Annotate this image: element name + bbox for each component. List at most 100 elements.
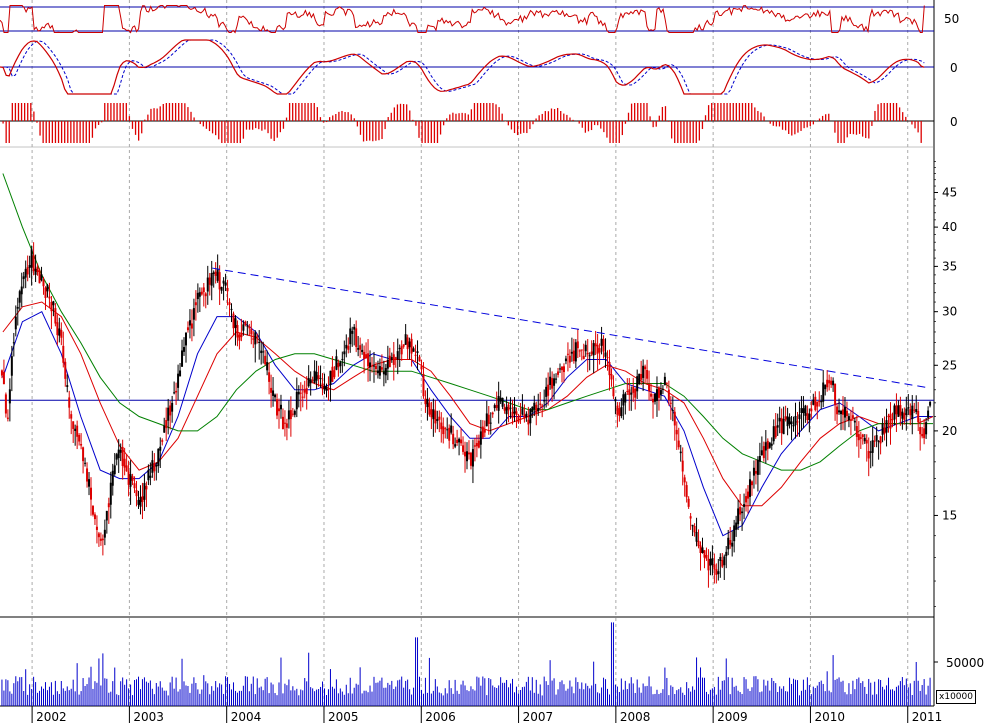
candle-body	[30, 249, 33, 268]
candle-body	[737, 508, 740, 525]
candle-body	[557, 371, 560, 375]
candle-body	[483, 429, 486, 433]
candle-body	[663, 376, 666, 385]
candle-body	[485, 413, 488, 427]
candle-body	[12, 342, 15, 344]
candle-body	[634, 388, 637, 398]
candle-body	[32, 255, 35, 272]
candle-body	[921, 433, 924, 437]
moving-average-line-3	[2, 173, 933, 471]
candle-body	[297, 391, 300, 395]
candle-body	[204, 293, 207, 297]
candle-body	[907, 407, 910, 409]
candle-body	[507, 404, 510, 411]
candle-body	[442, 426, 445, 435]
candle-body	[396, 351, 399, 360]
x-tick-label: 2002	[36, 710, 67, 723]
candle-body	[198, 292, 201, 297]
candle-body	[363, 351, 366, 360]
candle-body	[590, 351, 593, 355]
candle-body	[748, 479, 751, 497]
candle-body	[78, 434, 81, 442]
x-tick-label: 2011	[912, 710, 943, 723]
candle-body	[632, 386, 635, 393]
candle-body	[323, 385, 326, 390]
candle-body	[905, 408, 908, 416]
candle-body	[741, 511, 744, 514]
candle-body	[778, 417, 781, 422]
candle-body	[836, 406, 839, 415]
candle-body	[673, 411, 676, 426]
candle-body	[54, 308, 57, 324]
candle-body	[345, 344, 348, 349]
candle-body	[818, 400, 821, 402]
candle-body	[347, 345, 350, 350]
candle-body	[891, 419, 894, 421]
x-tick-label: 2005	[328, 710, 359, 723]
candle-body	[103, 529, 106, 538]
candle-body	[889, 413, 892, 429]
candle-body	[505, 406, 508, 415]
candle-body	[430, 409, 433, 418]
candle-body	[89, 487, 92, 500]
candle-body	[281, 416, 284, 430]
candle-body	[240, 332, 243, 338]
candle-body	[309, 379, 312, 384]
candle-body	[608, 362, 611, 376]
candle-body	[917, 410, 920, 423]
candle-body	[230, 308, 233, 310]
candle-body	[555, 378, 558, 380]
candle-body	[543, 400, 546, 402]
candle-body	[270, 387, 273, 393]
candle-body	[335, 356, 338, 370]
candle-body	[135, 490, 138, 497]
candle-body	[838, 410, 841, 413]
candle-body	[871, 440, 874, 453]
candle-body	[618, 408, 621, 416]
candle-body	[307, 377, 310, 387]
candle-body	[774, 426, 777, 438]
volume-tick-label: 50000	[946, 656, 984, 670]
candle-body	[885, 420, 888, 433]
candle-body	[521, 408, 524, 415]
candle-body	[800, 408, 803, 414]
candle-body	[499, 397, 502, 402]
candle-body	[747, 491, 750, 499]
candle-body	[386, 359, 389, 369]
osc1-line	[0, 4, 925, 34]
candle-body	[782, 418, 785, 435]
candle-body	[72, 421, 75, 429]
candle-body	[572, 350, 575, 361]
candle-body	[337, 362, 340, 368]
candle-body	[361, 349, 364, 353]
candle-body	[317, 375, 320, 379]
candle-body	[640, 374, 643, 380]
candle-body	[392, 354, 395, 365]
candle-body	[754, 471, 757, 474]
candle-body	[80, 443, 83, 446]
candle-body	[149, 475, 152, 478]
candle-body	[327, 388, 330, 390]
candle-body	[770, 443, 773, 446]
candle-body	[758, 455, 761, 462]
candle-body	[927, 410, 930, 418]
candle-body	[853, 420, 856, 423]
candle-body	[503, 407, 506, 411]
candle-body	[828, 380, 831, 384]
candle-body	[10, 356, 13, 376]
candle-body	[820, 401, 823, 403]
candle-body	[606, 357, 609, 359]
osc2-main-line	[0, 39, 925, 95]
candle-body	[517, 416, 520, 423]
candle-body	[537, 407, 540, 412]
candle-body	[539, 403, 542, 405]
candle-body	[570, 351, 573, 354]
candle-body	[277, 408, 280, 412]
candle-body	[727, 537, 730, 550]
candle-body	[173, 392, 176, 394]
candle-body	[26, 267, 29, 275]
candle-body	[351, 330, 354, 334]
candle-body	[481, 426, 484, 438]
candle-body	[236, 324, 239, 338]
candle-body	[46, 285, 49, 292]
